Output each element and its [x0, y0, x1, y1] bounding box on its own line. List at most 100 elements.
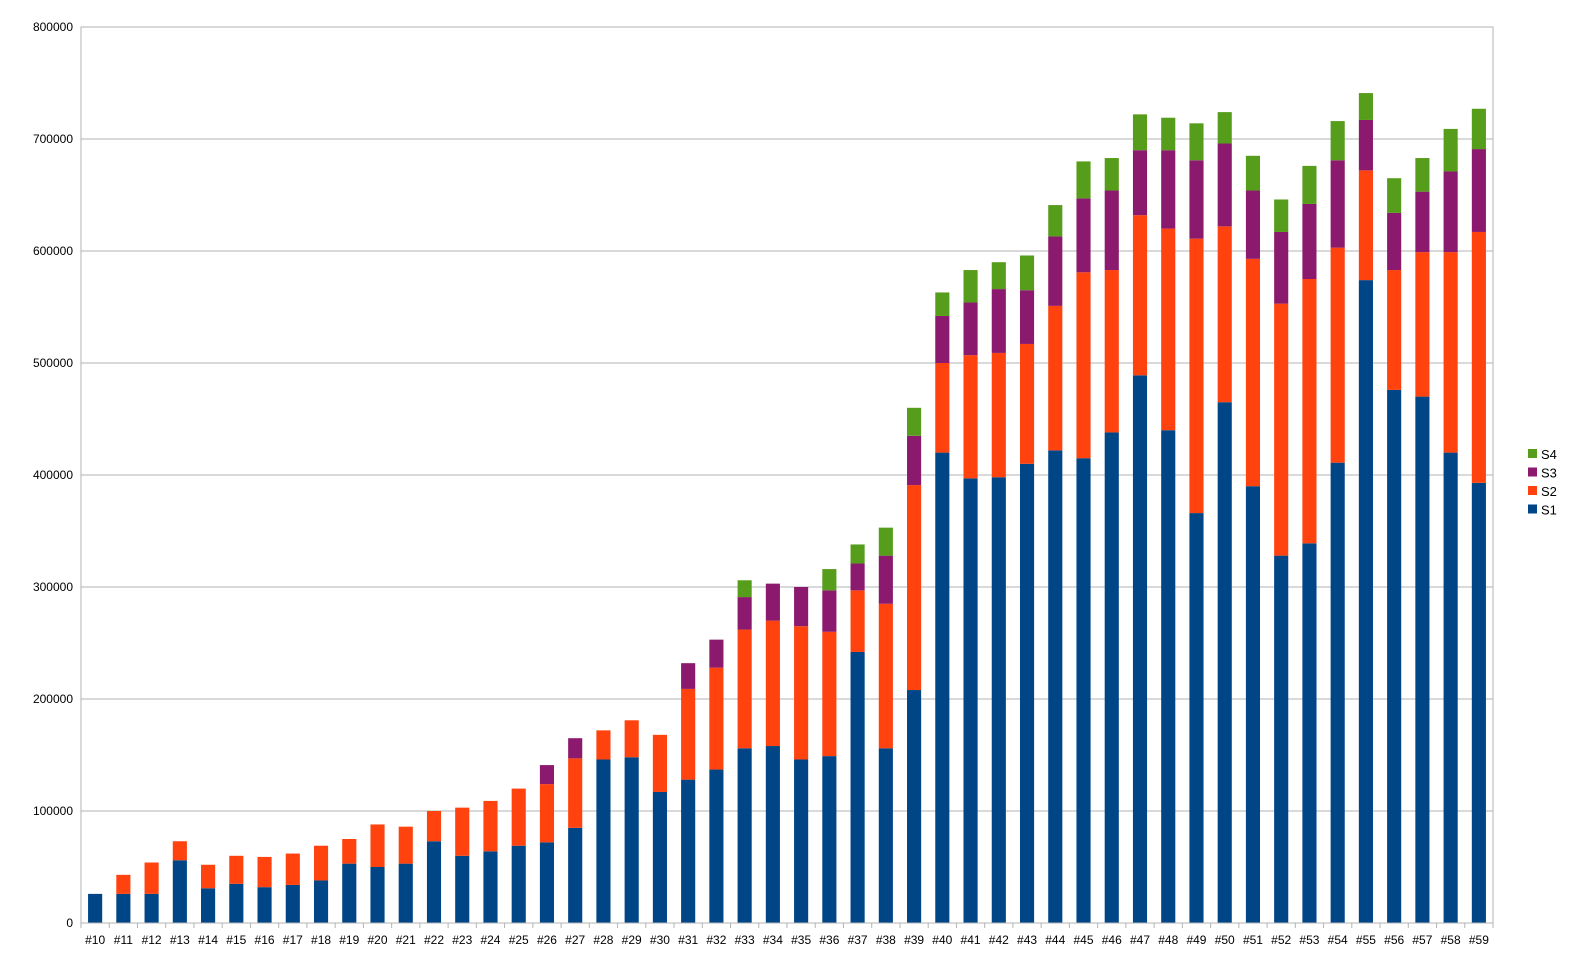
bar-s2 — [511, 788, 526, 846]
bar-s1 — [652, 791, 667, 923]
x-tick-label: #36 — [819, 933, 839, 947]
x-tick-label: #49 — [1186, 933, 1206, 947]
bar-s2 — [1217, 226, 1232, 403]
x-tick-label: #32 — [706, 933, 726, 947]
bar-s3 — [963, 302, 978, 356]
bar-s2 — [257, 856, 272, 888]
bar-s2 — [709, 667, 724, 770]
bar-s2 — [1132, 215, 1148, 376]
bar-s4 — [935, 292, 950, 316]
bar-s2 — [201, 864, 216, 889]
legend-label-s2: S2 — [1541, 484, 1557, 499]
bar-s3 — [878, 555, 893, 604]
bar-s1 — [1076, 458, 1091, 923]
x-tick-label: #38 — [876, 933, 896, 947]
x-tick-label: #40 — [932, 933, 952, 947]
bar-s2 — [116, 874, 131, 894]
x-tick-label: #22 — [424, 933, 444, 947]
bar-s1 — [1330, 462, 1345, 923]
bar-s1 — [850, 651, 865, 923]
bar-s2 — [1387, 270, 1402, 390]
x-tick-label: #20 — [368, 933, 388, 947]
bar-s2 — [342, 839, 357, 864]
bar-s4 — [1387, 178, 1402, 213]
bar-s1 — [568, 827, 583, 923]
x-tick-label: #41 — [961, 933, 981, 947]
bar-s1 — [737, 748, 752, 923]
bar-s3 — [1415, 191, 1430, 253]
bar-s2 — [1274, 303, 1289, 556]
bar-s2 — [794, 626, 809, 760]
bar-s1 — [765, 746, 780, 923]
bar-s3 — [1302, 203, 1317, 279]
legend-swatch-s3 — [1528, 467, 1537, 477]
bar-s3 — [568, 738, 583, 759]
bar-s4 — [1076, 161, 1091, 199]
bar-s4 — [1358, 93, 1373, 120]
bar-s1 — [1443, 452, 1458, 923]
bar-s4 — [1019, 255, 1035, 291]
bar-s4 — [822, 569, 837, 591]
bar-s3 — [709, 639, 724, 668]
bar-s3 — [822, 590, 837, 632]
bar-s1 — [455, 855, 470, 923]
y-tick-label: 800000 — [33, 20, 73, 34]
x-tick-label: #44 — [1045, 933, 1065, 947]
bars — [88, 93, 1486, 924]
bar-s2 — [935, 363, 950, 453]
x-tick-label: #42 — [989, 933, 1009, 947]
bar-s3 — [1274, 231, 1289, 304]
bar-s2 — [285, 853, 300, 885]
bar-s1 — [1387, 389, 1402, 923]
bar-s2 — [1245, 258, 1261, 487]
y-tick-label: 600000 — [33, 244, 73, 258]
bar-s2 — [681, 688, 696, 780]
y-tick-label: 400000 — [33, 468, 73, 482]
bar-s2 — [1330, 247, 1345, 463]
bar-s4 — [1048, 205, 1063, 237]
bar-s3 — [1330, 160, 1345, 248]
y-tick-label: 500000 — [33, 356, 73, 370]
bar-s1 — [1245, 486, 1261, 923]
bar-s1 — [1132, 375, 1148, 923]
x-tick-label: #17 — [283, 933, 303, 947]
x-tick-label: #50 — [1215, 933, 1235, 947]
x-tick-label: #18 — [311, 933, 331, 947]
bar-s1 — [511, 845, 526, 923]
bar-s1 — [794, 759, 809, 923]
bar-s2 — [568, 758, 583, 828]
y-tick-label: 100000 — [33, 804, 73, 818]
bar-s2 — [539, 784, 555, 843]
x-tick-label: #53 — [1299, 933, 1319, 947]
bar-s3 — [1161, 150, 1176, 229]
bar-s4 — [1189, 123, 1204, 161]
bar-s1 — [1189, 513, 1204, 923]
bar-s3 — [1076, 198, 1091, 273]
bar-s3 — [1387, 212, 1402, 271]
x-tick-label: #10 — [85, 933, 105, 947]
bar-s2 — [313, 845, 329, 881]
bar-s4 — [1104, 158, 1119, 191]
bar-s4 — [737, 580, 752, 598]
bar-s2 — [172, 841, 187, 861]
legend: S4 S3 S2 S1 — [1528, 447, 1557, 518]
bar-s2 — [426, 811, 442, 842]
bar-s3 — [1019, 290, 1035, 344]
x-tick-label: #31 — [678, 933, 698, 947]
bar-s4 — [1302, 165, 1317, 204]
x-tick-label: #27 — [565, 933, 585, 947]
bar-s1 — [88, 893, 103, 923]
bar-s4 — [1471, 108, 1486, 150]
x-tick-label: #51 — [1243, 933, 1263, 947]
bar-s2 — [1048, 305, 1063, 451]
x-tick-label: #34 — [763, 933, 783, 947]
bar-s1 — [342, 863, 357, 923]
x-tick-label: #29 — [622, 933, 642, 947]
legend-swatch-s1 — [1528, 504, 1537, 514]
x-tick-label: #11 — [114, 933, 133, 947]
bar-s3 — [1104, 190, 1119, 271]
x-tick-label: #23 — [452, 933, 472, 947]
y-tick-label: 0 — [66, 916, 73, 930]
x-tick-label: #43 — [1017, 933, 1037, 947]
bar-s1 — [257, 887, 272, 923]
